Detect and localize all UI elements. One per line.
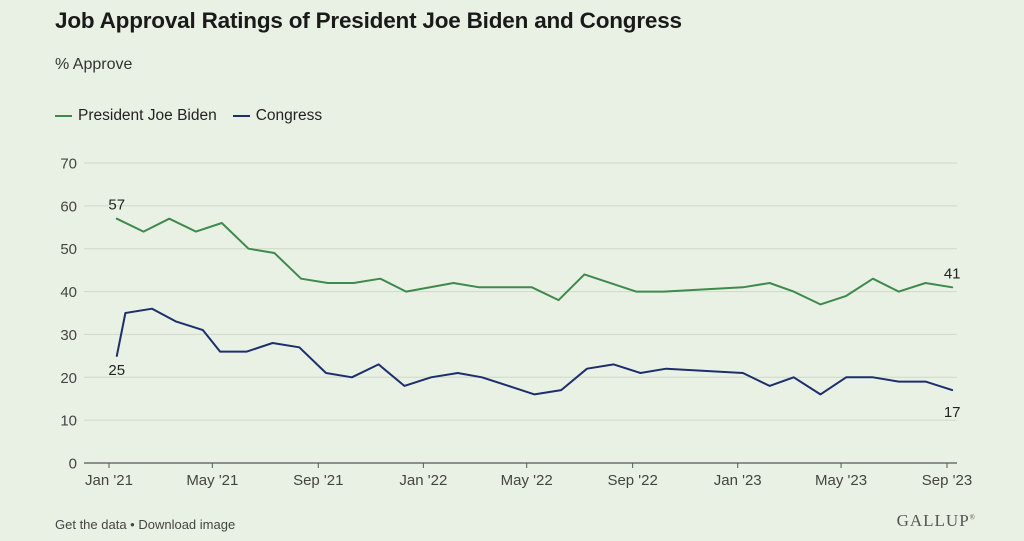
legend-label-biden: President Joe Biden <box>78 107 217 124</box>
x-tick-label-3: Jan '22 <box>399 472 447 489</box>
y-tick-label-30: 30 <box>60 327 77 344</box>
x-tick-label-0: Jan '21 <box>85 472 133 489</box>
y-tick-label-40: 40 <box>60 284 77 301</box>
data-label-congress-start: 25 <box>108 362 125 379</box>
x-tick-label-1: May '21 <box>186 472 238 489</box>
x-tick-label-5: Sep '22 <box>607 472 657 489</box>
x-tick-label-2: Sep '21 <box>293 472 343 489</box>
legend-label-congress: Congress <box>255 107 323 124</box>
data-label-biden-end: 41 <box>944 265 961 282</box>
legend-item-biden: President Joe Biden <box>55 107 217 125</box>
x-tick-label-8: Sep '23 <box>922 472 972 489</box>
legend-swatch-congress <box>232 114 250 118</box>
get-data-link[interactable]: Get the data <box>55 517 127 532</box>
footer-separator: • <box>126 517 139 532</box>
data-label-biden-start: 57 <box>108 197 125 214</box>
series-line-congress <box>115 307 954 396</box>
chart-subtitle: % Approve <box>55 56 133 73</box>
y-tick-label-50: 50 <box>60 241 77 258</box>
y-tick-label-10: 10 <box>60 413 77 430</box>
x-tick-label-7: May '23 <box>815 472 867 489</box>
footer-links: Get the data • Download image <box>55 517 235 532</box>
series-line-biden <box>115 217 954 306</box>
y-tick-label-20: 20 <box>60 370 77 387</box>
y-tick-label-60: 60 <box>60 198 77 215</box>
data-label-congress-end: 17 <box>944 404 961 421</box>
x-tick-label-4: May '22 <box>501 472 553 489</box>
legend-swatch-biden <box>55 114 72 118</box>
gallup-logo: GALLUP® <box>896 511 976 530</box>
y-tick-label-0: 0 <box>69 456 77 473</box>
download-image-link[interactable]: Download image <box>138 517 236 532</box>
legend-item-congress: Congress <box>232 107 323 125</box>
x-tick-label-6: Jan '23 <box>714 472 762 489</box>
y-tick-label-70: 70 <box>60 156 77 173</box>
legend: President Joe Biden Congress <box>55 107 338 125</box>
chart-title: Job Approval Ratings of President Joe Bi… <box>55 8 682 33</box>
